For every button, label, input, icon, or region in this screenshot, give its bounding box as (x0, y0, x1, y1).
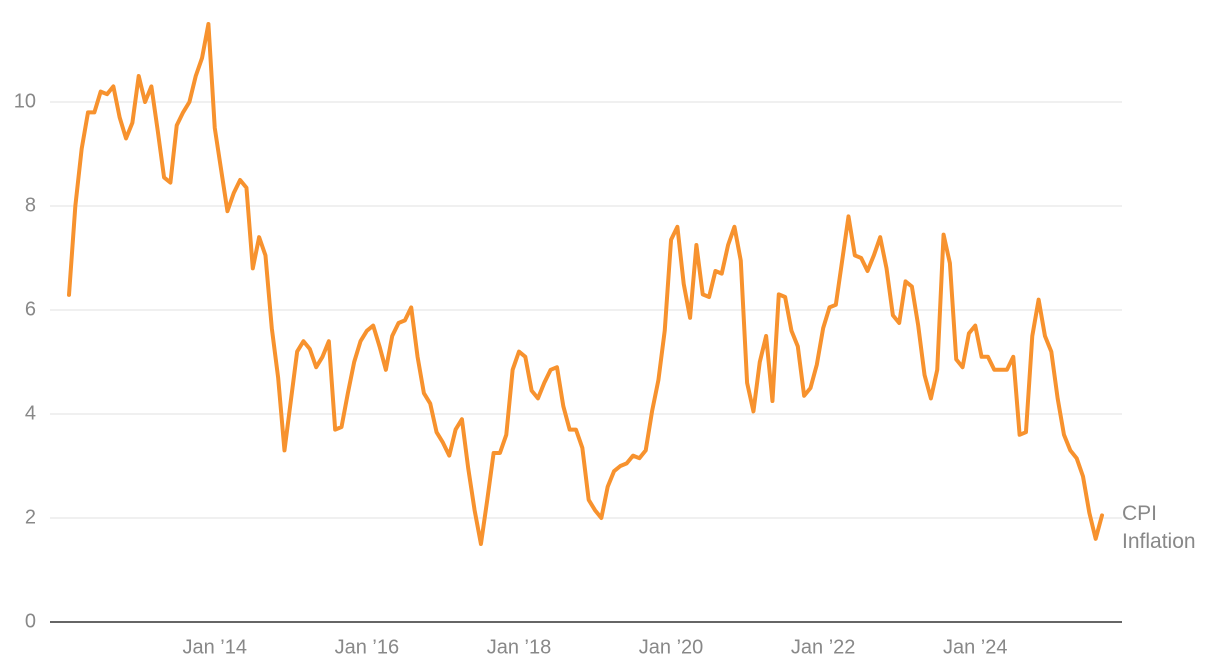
y-tick-label: 0 (25, 610, 36, 632)
y-tick-label: 10 (14, 90, 36, 112)
line (67, 22, 1104, 546)
x-tick-label: Jan ’24 (943, 636, 1008, 658)
y-tick-label: 8 (25, 194, 36, 216)
x-tick-label: Jan ’16 (335, 636, 400, 658)
x-tick-label: Jan ’20 (639, 636, 704, 658)
x-tick-label: Jan ’14 (183, 636, 248, 658)
y-tick-label: 4 (25, 402, 36, 424)
series-label: CPI Inflation (1122, 502, 1196, 553)
x-tick-label: Jan ’22 (791, 636, 856, 658)
y-tick-label: 2 (25, 506, 36, 528)
x-tick-label: Jan ’18 (487, 636, 552, 658)
y-tick-label: 6 (25, 298, 36, 320)
